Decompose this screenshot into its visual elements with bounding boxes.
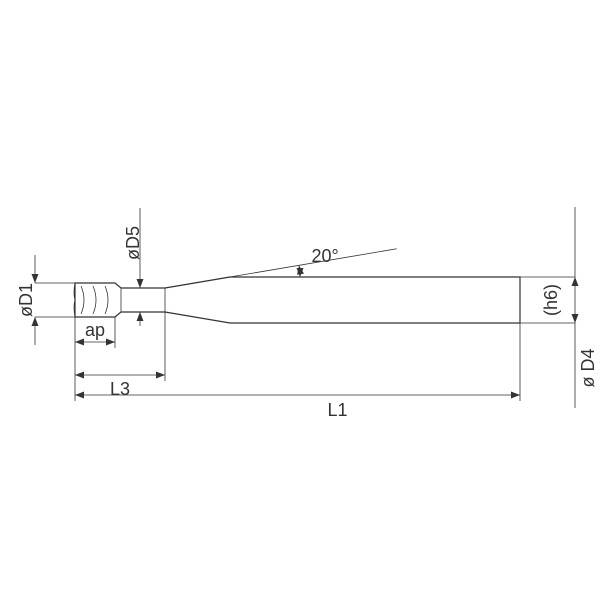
arrowhead xyxy=(106,339,115,346)
arrowhead xyxy=(32,317,39,326)
arrowhead xyxy=(137,279,144,288)
arrowhead xyxy=(297,265,304,274)
l1-label: L1 xyxy=(327,400,347,420)
arrowhead xyxy=(137,312,144,321)
tool-outline xyxy=(75,277,520,323)
arrowhead xyxy=(156,372,165,379)
d4-label: ø D4 xyxy=(578,348,598,387)
arrowhead xyxy=(32,274,39,283)
d1-label: øD1 xyxy=(16,283,36,317)
angle-label: 20° xyxy=(312,246,339,266)
arrowhead xyxy=(572,314,579,323)
d5-label: øD5 xyxy=(123,226,143,260)
flute-helix xyxy=(81,286,84,314)
arrowhead xyxy=(75,392,84,399)
l3-label: L3 xyxy=(110,379,130,399)
arrowhead xyxy=(572,277,579,286)
ap-label: ap xyxy=(85,320,105,340)
h6-label: (h6) xyxy=(541,284,561,316)
arrowhead xyxy=(75,339,84,346)
arrowhead xyxy=(511,392,520,399)
arrowhead xyxy=(75,372,84,379)
flute-helix xyxy=(93,286,96,314)
flute-helix xyxy=(105,286,108,314)
angle-ref-line xyxy=(165,249,397,288)
